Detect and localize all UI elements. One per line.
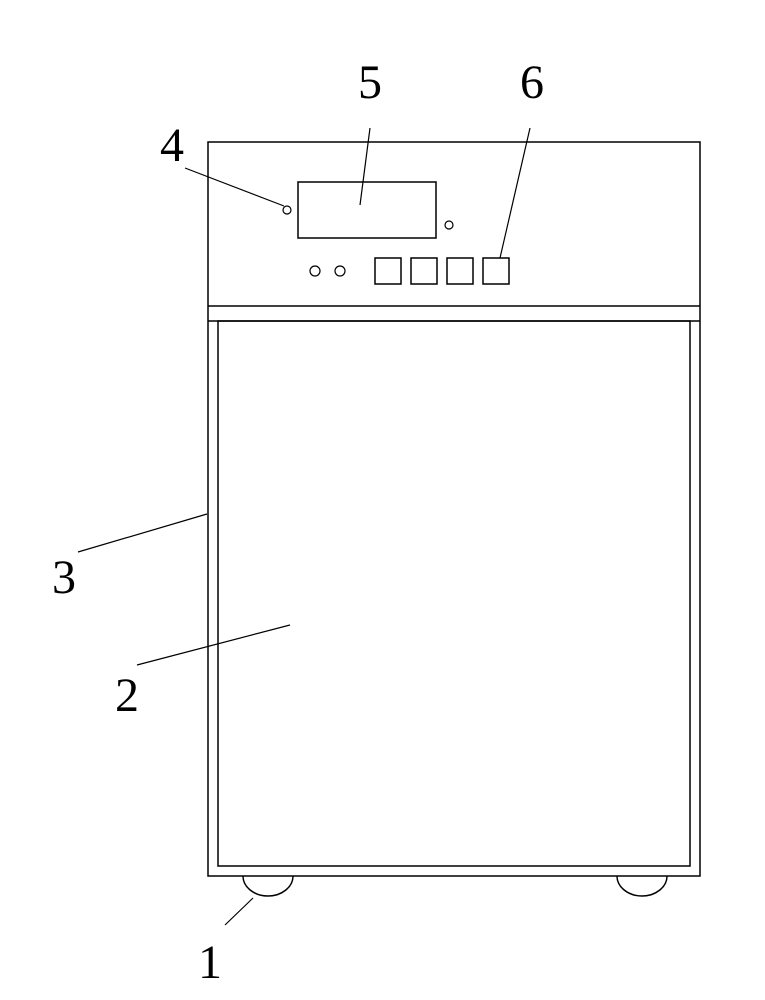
diagram-canvas: 1 2 3 4 5 6: [0, 0, 765, 1000]
label-6: 6: [520, 55, 544, 110]
button-4: [483, 258, 509, 284]
leader-1: [225, 898, 253, 925]
leader-4: [185, 168, 284, 206]
led-main: [283, 206, 291, 214]
label-3: 3: [52, 550, 76, 605]
wheel-left: [243, 876, 293, 896]
led-right-display: [445, 221, 453, 229]
leader-5: [360, 128, 370, 205]
button-3: [447, 258, 473, 284]
led-row-1: [310, 266, 320, 276]
button-2: [411, 258, 437, 284]
led-row-2: [335, 266, 345, 276]
leader-6: [500, 128, 530, 258]
cabinet-inner-panel: [218, 321, 690, 866]
leader-2: [137, 625, 290, 665]
label-2: 2: [115, 668, 139, 723]
label-5: 5: [358, 55, 382, 110]
cabinet-outer: [208, 142, 700, 876]
button-1: [375, 258, 401, 284]
label-1: 1: [198, 935, 222, 990]
display-panel: [298, 182, 436, 238]
leader-3: [78, 514, 207, 552]
diagram-svg: [0, 0, 765, 1000]
label-4: 4: [160, 118, 184, 173]
wheel-right: [617, 876, 667, 896]
